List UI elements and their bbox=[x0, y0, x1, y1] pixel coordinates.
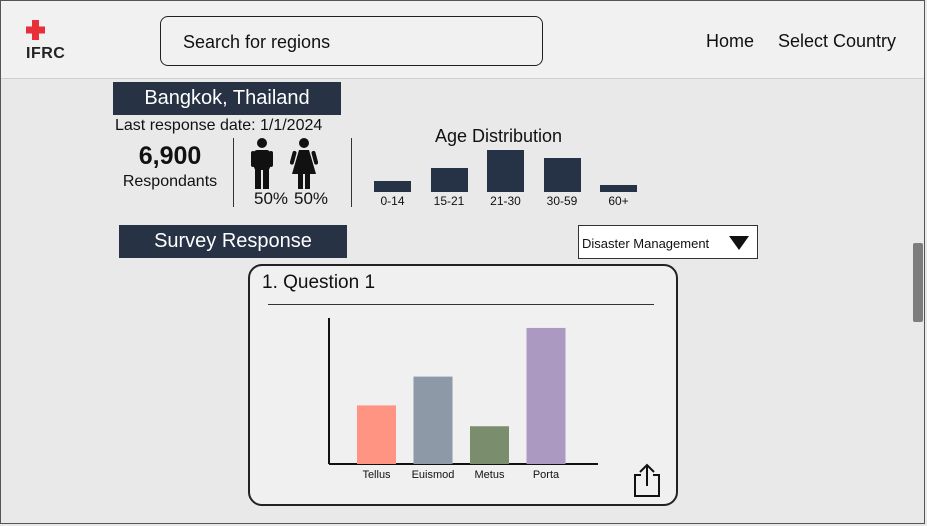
x-tick-label: Metus bbox=[475, 469, 505, 481]
female-percent: 50% bbox=[294, 189, 329, 208]
respondents-count: 6,900 bbox=[138, 142, 202, 170]
question-divider bbox=[268, 304, 654, 305]
age-label: 30-59 bbox=[546, 194, 578, 208]
survey-response-title: Survey Response bbox=[119, 225, 347, 258]
male-percent: 50% bbox=[254, 189, 289, 208]
divider bbox=[233, 138, 234, 207]
search-input[interactable]: Search for regions bbox=[160, 16, 543, 66]
x-tick-label: Porta bbox=[533, 469, 560, 481]
share-icon[interactable] bbox=[632, 462, 662, 498]
age-label: 0-14 bbox=[380, 194, 405, 208]
caret-down-icon bbox=[729, 236, 749, 250]
ifrc-logo[interactable]: IFRC bbox=[25, 19, 75, 65]
ifrc-logo-icon bbox=[26, 20, 65, 40]
age-label: 15-21 bbox=[433, 194, 465, 208]
header: IFRC Search for regions Home Select Coun… bbox=[1, 1, 924, 79]
last-response-date: Last response date: 1/1/2024 bbox=[115, 117, 323, 134]
bar-tellus bbox=[357, 405, 396, 464]
age-bar bbox=[487, 150, 524, 192]
nav-home[interactable]: Home bbox=[706, 31, 755, 51]
age-bar bbox=[543, 158, 581, 192]
respondents-label: Respondants bbox=[122, 173, 218, 190]
age-bar bbox=[374, 181, 411, 192]
question-card: 1. Question 1 Tellus Euismod Metus Porta bbox=[248, 264, 678, 506]
respondents-stat: 6,900 Respondants bbox=[108, 142, 232, 191]
location-title: Bangkok, Thailand bbox=[113, 82, 341, 115]
survey-topic-dropdown[interactable]: Disaster Management bbox=[578, 225, 758, 259]
dropdown-value: Disaster Management bbox=[582, 236, 710, 251]
bar-metus bbox=[470, 426, 509, 464]
search-placeholder: Search for regions bbox=[183, 32, 331, 52]
female-icon bbox=[290, 138, 318, 189]
bar-porta bbox=[526, 327, 566, 464]
scrollbar-thumb[interactable] bbox=[913, 243, 923, 322]
divider bbox=[351, 138, 352, 207]
bar-euismod bbox=[413, 376, 453, 464]
x-tick-label: Euismod bbox=[412, 469, 455, 481]
age-label: 60+ bbox=[608, 194, 629, 208]
logo-text: IFRC bbox=[26, 45, 66, 62]
age-bar bbox=[430, 168, 468, 192]
male-icon bbox=[251, 138, 273, 189]
age-distribution-title: Age Distribution bbox=[435, 126, 563, 146]
x-tick-label: Tellus bbox=[362, 469, 391, 481]
question-bar-chart: Tellus Euismod Metus Porta bbox=[328, 318, 598, 481]
question-title: 1. Question 1 bbox=[262, 272, 376, 293]
age-bar bbox=[600, 185, 637, 192]
nav-select-country[interactable]: Select Country bbox=[778, 31, 897, 51]
age-label: 21-30 bbox=[490, 194, 521, 208]
